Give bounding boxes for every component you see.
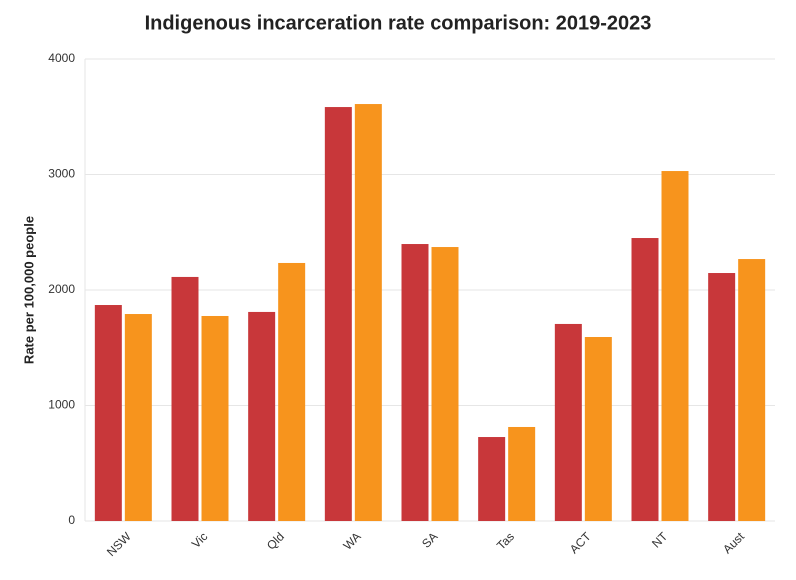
bar bbox=[478, 437, 506, 521]
bar bbox=[248, 311, 276, 521]
y-axis-label: Rate per 100,000 people bbox=[21, 216, 36, 364]
x-tick-label: NSW bbox=[104, 529, 134, 559]
bar bbox=[708, 273, 736, 521]
x-tick-label: Tas bbox=[494, 529, 517, 552]
bar bbox=[431, 247, 459, 521]
bar bbox=[124, 314, 152, 521]
bar bbox=[554, 323, 582, 521]
bar bbox=[94, 305, 122, 521]
bar bbox=[171, 276, 199, 521]
y-tick-label: 4000 bbox=[48, 51, 75, 65]
y-tick-label: 3000 bbox=[48, 167, 75, 181]
x-tick-label: ACT bbox=[567, 529, 594, 556]
x-tick-label: WA bbox=[340, 529, 363, 552]
bar bbox=[324, 107, 352, 521]
x-tick-label: Aust bbox=[720, 529, 747, 556]
bar bbox=[278, 262, 306, 521]
bar bbox=[661, 171, 689, 521]
bar bbox=[738, 259, 766, 521]
bar bbox=[201, 315, 229, 521]
x-tick-label: Qld bbox=[264, 529, 287, 552]
bar bbox=[584, 337, 612, 521]
x-tick-label: SA bbox=[419, 529, 440, 550]
x-tick-label: Vic bbox=[189, 529, 211, 551]
bar bbox=[631, 238, 659, 521]
y-tick-label: 0 bbox=[68, 513, 75, 527]
y-tick-label: 2000 bbox=[48, 282, 75, 296]
bar bbox=[354, 104, 382, 522]
y-tick-label: 1000 bbox=[48, 398, 75, 412]
chart-title: Indigenous incarceration rate comparison… bbox=[145, 12, 652, 34]
x-tick-label: NT bbox=[649, 529, 671, 551]
bar bbox=[508, 426, 536, 521]
bar bbox=[401, 244, 429, 521]
